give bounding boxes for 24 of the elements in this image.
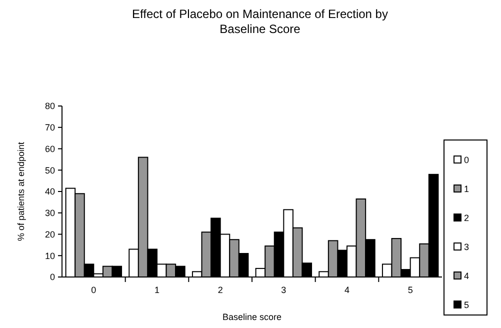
y-axis-title: % of patients at endpoint xyxy=(16,141,26,242)
y-tick-label: 50 xyxy=(44,165,55,176)
x-axis-title: Baseline score xyxy=(222,312,282,322)
y-tick-label: 60 xyxy=(44,144,55,154)
x-tick-label: 2 xyxy=(218,285,223,295)
x-tick-label: 3 xyxy=(281,285,286,295)
x-tick-label: 4 xyxy=(344,285,350,295)
x-tick-label: 0 xyxy=(91,285,96,295)
y-tick-label: 70 xyxy=(44,122,55,133)
legend-label: 5 xyxy=(464,300,470,310)
legend-label: 1 xyxy=(464,184,470,194)
legend-label: 2 xyxy=(464,213,470,224)
legend-label: 4 xyxy=(464,271,470,282)
chart-title: Effect of Placebo on Maintenance of Erection by Baseline Score xyxy=(132,7,388,36)
y-tick-label: 30 xyxy=(44,208,55,218)
y-tick-label: 20 xyxy=(44,229,55,240)
y-tick-label: 80 xyxy=(44,101,55,112)
y-tick-label: 40 xyxy=(44,186,55,197)
y-tick-label: 0 xyxy=(50,272,55,282)
legend-label: 3 xyxy=(464,242,470,252)
y-tick-label: 10 xyxy=(44,250,55,261)
legend-label: 0 xyxy=(464,155,470,166)
x-tick-label: 1 xyxy=(154,285,160,295)
x-tick-label: 5 xyxy=(408,285,413,295)
